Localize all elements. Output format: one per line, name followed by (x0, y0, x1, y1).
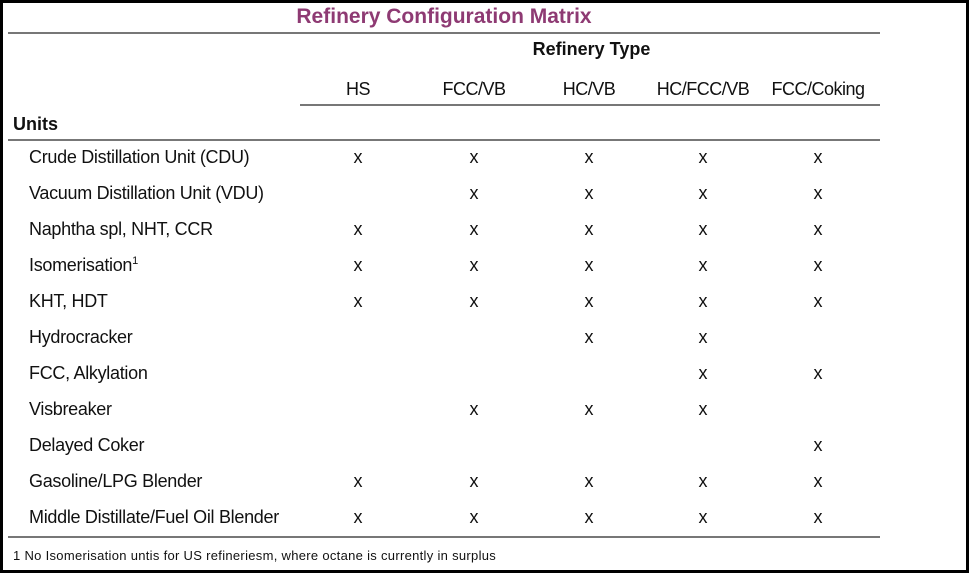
cell-mark: x (813, 219, 823, 239)
cell-mark: x (813, 471, 823, 491)
table-title: Refinery Configuration Matrix (296, 5, 592, 28)
row-label: KHT, HDT (29, 291, 108, 312)
row-label-text: Naphtha spl, NHT, CCR (29, 219, 213, 239)
row-label: Hydrocracker (29, 327, 133, 348)
cell-mark: x (584, 255, 594, 275)
cell-mark: x (469, 255, 479, 275)
cell-mark: x (813, 363, 823, 383)
column-header: FCC/Coking (771, 79, 865, 99)
row-label: Isomerisation1 (29, 255, 138, 276)
row-label-text: FCC, Alkylation (29, 363, 148, 383)
row-label-text: Crude Distillation Unit (CDU) (29, 147, 250, 167)
row-label-text: Middle Distillate/Fuel Oil Blender (29, 507, 279, 527)
rule (8, 536, 880, 538)
cell-mark: x (469, 183, 479, 203)
cell-mark: x (353, 471, 363, 491)
row-label-text: Visbreaker (29, 399, 112, 419)
row-label: Gasoline/LPG Blender (29, 471, 202, 492)
cell-mark: x (698, 327, 708, 347)
row-label: Visbreaker (29, 399, 112, 420)
column-header: FCC/VB (442, 79, 506, 99)
cell-mark: x (813, 183, 823, 203)
cell-mark: x (584, 399, 594, 419)
cell-mark: x (698, 471, 708, 491)
cell-mark: x (353, 291, 363, 311)
cell-mark: x (698, 147, 708, 167)
rule (300, 104, 880, 106)
row-label: Naphtha spl, NHT, CCR (29, 219, 213, 240)
row-label-text: Vacuum Distillation Unit (VDU) (29, 183, 264, 203)
footnote-mark: 1 (132, 255, 138, 267)
cell-mark: x (813, 507, 823, 527)
cell-mark: x (469, 507, 479, 527)
cell-mark: x (584, 507, 594, 527)
row-label-text: Isomerisation (29, 255, 133, 275)
column-header: HS (345, 79, 371, 99)
cell-mark: x (353, 255, 363, 275)
row-label: Delayed Coker (29, 435, 144, 456)
row-header: Units (13, 114, 58, 134)
cell-mark: x (353, 147, 363, 167)
cell-mark: x (698, 507, 708, 527)
column-header: HC/VB (562, 79, 616, 99)
cell-mark: x (353, 219, 363, 239)
rule (8, 139, 880, 141)
cell-mark: x (698, 219, 708, 239)
column-header: HC/FCC/VB (656, 79, 750, 99)
cell-mark: x (584, 291, 594, 311)
row-label: Crude Distillation Unit (CDU) (29, 147, 250, 168)
cell-mark: x (698, 399, 708, 419)
cell-mark: x (469, 219, 479, 239)
cell-mark: x (469, 471, 479, 491)
row-label: Middle Distillate/Fuel Oil Blender (29, 507, 279, 528)
cell-mark: x (813, 147, 823, 167)
cell-mark: x (813, 291, 823, 311)
row-label-text: Delayed Coker (29, 435, 145, 455)
footnote: 1 No Isomerisation untis for US refineri… (13, 548, 497, 563)
cell-mark: x (469, 147, 479, 167)
cell-mark: x (584, 147, 594, 167)
cell-mark: x (698, 183, 708, 203)
cell-mark: x (813, 435, 823, 455)
cell-mark: x (698, 255, 708, 275)
cell-mark: x (353, 507, 363, 527)
cell-mark: x (813, 255, 823, 275)
cell-mark: x (469, 399, 479, 419)
cell-mark: x (698, 363, 708, 383)
group-header: Refinery Type (532, 39, 651, 59)
cell-mark: x (584, 183, 594, 203)
row-label: FCC, Alkylation (29, 363, 148, 384)
cell-mark: x (584, 219, 594, 239)
cell-mark: x (698, 291, 708, 311)
cell-mark: x (584, 327, 594, 347)
row-label: Vacuum Distillation Unit (VDU) (29, 183, 264, 204)
rule (8, 32, 880, 34)
cell-mark: x (469, 291, 479, 311)
cell-mark: x (584, 471, 594, 491)
row-label-text: Gasoline/LPG Blender (29, 471, 203, 491)
row-label-text: Hydrocracker (29, 327, 133, 347)
row-label-text: KHT, HDT (29, 291, 108, 311)
